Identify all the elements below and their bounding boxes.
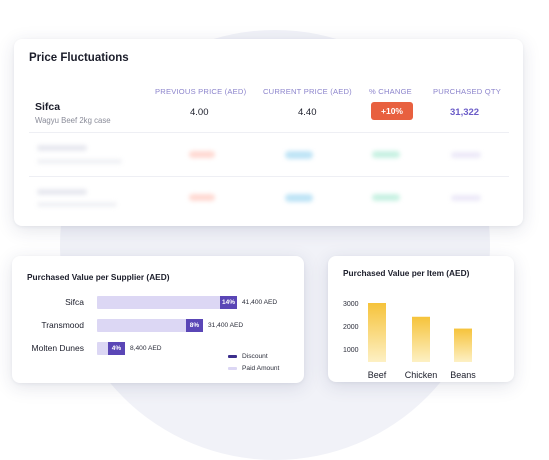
change-badge: +10% xyxy=(371,102,413,120)
supplier-bar-discount: 4% xyxy=(108,342,125,355)
supplier-bar-paid[interactable]: 8% xyxy=(97,319,203,332)
purchased-qty-value: 31,322 xyxy=(450,107,480,118)
legend-discount: Discount xyxy=(228,353,268,360)
item-bar[interactable] xyxy=(412,316,430,362)
y-tick-label: 1000 xyxy=(343,347,359,354)
supplier-name: Sifca xyxy=(35,101,61,113)
legend-swatch-paid xyxy=(228,366,237,370)
y-tick-label: 3000 xyxy=(343,301,359,308)
item-value-card: Purchased Value per Item (AED) 3000 2000 1… xyxy=(328,256,514,382)
price-card-title: Price Fluctuations xyxy=(29,52,129,64)
row-divider xyxy=(29,176,509,177)
supplier-bar-label: Transmood xyxy=(41,320,84,330)
x-category-label: Beans xyxy=(450,370,476,380)
item-chart-title: Purchased Value per Item (AED) xyxy=(343,268,470,278)
supplier-amount-label: 31,400 AED xyxy=(208,322,244,329)
x-category-label: Chicken xyxy=(405,370,438,380)
supplier-bar-paid[interactable]: 14% xyxy=(97,296,237,309)
product-name: Wagyu Beef 2kg case xyxy=(35,116,111,125)
supplier-bar-paid[interactable]: 4% xyxy=(97,342,125,355)
previous-price-value: 4.00 xyxy=(190,107,209,118)
supplier-value-card: Purchased Value per Supplier (AED) Sifca… xyxy=(12,256,304,383)
y-tick-label: 2000 xyxy=(343,324,359,331)
header-purchased-qty: PURCHASED QTY xyxy=(433,87,501,96)
supplier-chart-title: Purchased Value per Supplier (AED) xyxy=(27,272,170,282)
item-bar[interactable] xyxy=(368,303,386,362)
supplier-amount-label: 8,400 AED xyxy=(130,345,162,352)
x-category-label: Beef xyxy=(368,370,387,380)
supplier-bar-discount: 14% xyxy=(220,296,237,309)
supplier-amount-label: 41,400 AED xyxy=(242,299,278,306)
item-bar[interactable] xyxy=(454,328,472,362)
current-price-value: 4.40 xyxy=(298,107,317,118)
legend-swatch-discount xyxy=(228,354,237,358)
price-fluctuations-card: Price Fluctuations PREVIOUS PRICE (AED) … xyxy=(14,39,523,226)
header-previous-price: PREVIOUS PRICE (AED) xyxy=(155,87,247,96)
legend-label-discount: Discount xyxy=(242,353,268,360)
supplier-bar-discount: 8% xyxy=(186,319,203,332)
item-bar-chart: 3000 2000 1000 Beef Chicken Beans xyxy=(343,301,476,380)
row-divider xyxy=(29,132,509,133)
supplier-bar-label: Molten Dunes xyxy=(31,343,84,353)
header-current-price: CURRENT PRICE (AED) xyxy=(263,87,352,96)
legend-paid: Paid Amount xyxy=(228,365,279,372)
legend-label-paid: Paid Amount xyxy=(242,365,280,372)
header-percent-change: % CHANGE xyxy=(369,87,412,96)
supplier-bar-label: Sifca xyxy=(65,297,84,307)
